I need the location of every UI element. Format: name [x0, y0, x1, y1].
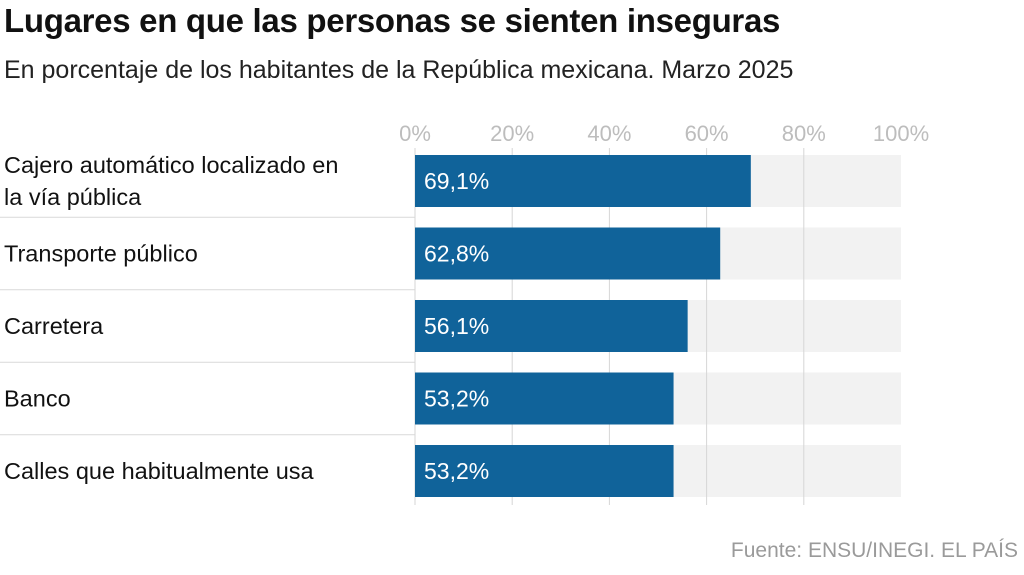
x-tick-label: 0%	[399, 121, 431, 146]
bar-value-label: 53,2%	[424, 386, 489, 412]
bar	[415, 372, 674, 425]
category-label: Transporte público	[4, 241, 198, 267]
category-label: Carretera	[4, 313, 104, 339]
bar-value-label: 62,8%	[424, 241, 489, 267]
x-tick-label: 80%	[782, 121, 826, 146]
bar-value-label: 53,2%	[424, 458, 489, 484]
bar	[415, 155, 751, 207]
category-label: Cajero automático localizado en la vía pú…	[4, 152, 338, 210]
bar	[415, 300, 688, 352]
x-tick-label: 100%	[873, 121, 929, 146]
bar-value-label: 69,1%	[424, 168, 489, 194]
x-tick-label: 40%	[587, 121, 631, 146]
x-tick-label: 20%	[490, 121, 534, 146]
source-note: Fuente: ENSU/INEGI. EL PAÍS	[730, 539, 1018, 562]
x-tick-label: 60%	[685, 121, 729, 146]
chart-subtitle: En porcentaje de los habitantes de la Re…	[4, 56, 794, 84]
category-label: Banco	[4, 386, 71, 412]
bar-value-label: 56,1%	[424, 313, 489, 339]
chart-title: Lugares en que las personas se sienten i…	[4, 2, 781, 39]
bar	[415, 227, 721, 280]
category-label: Calles que habitualmente usa	[4, 458, 315, 484]
bar	[415, 445, 674, 497]
